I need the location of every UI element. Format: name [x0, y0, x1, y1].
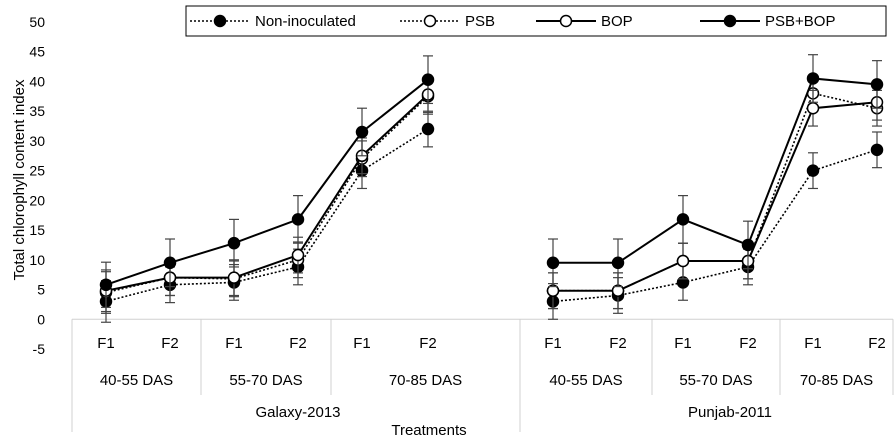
series-line [105, 95, 429, 294]
series-psb [546, 74, 884, 310]
x-group-label: 40-55 DAS [549, 372, 622, 389]
y-tick-label: 5 [37, 282, 45, 298]
data-point [676, 213, 690, 226]
legend-label: PSB+BOP [765, 13, 835, 30]
x-group-label: 55-70 DAS [679, 372, 752, 389]
series-psb-bop [546, 54, 884, 288]
data-point [741, 238, 755, 252]
legend-label: BOP [601, 13, 633, 30]
legend-marker [213, 14, 227, 28]
y-axis-title: Total chlorophyll content index [11, 79, 28, 280]
legend-marker [723, 14, 737, 28]
series-line [553, 77, 878, 264]
panel-label: Punjab-2011 [688, 404, 772, 421]
data-point [806, 164, 820, 177]
x-category-label: F1 [674, 335, 692, 352]
x-category-label: F2 [289, 335, 307, 352]
x-category-label: F2 [868, 335, 886, 352]
data-point [163, 256, 177, 270]
y-tick-label: 50 [29, 14, 45, 30]
data-point [806, 101, 820, 115]
series-line [552, 149, 878, 303]
data-point [291, 248, 305, 262]
x-category-label: F2 [609, 335, 627, 352]
x-category-label: F1 [225, 335, 243, 352]
data-point [291, 213, 305, 226]
x-category-label: F1 [353, 335, 371, 352]
y-tick-label: 0 [37, 311, 45, 327]
x-group-label: 40-55 DAS [100, 372, 173, 389]
legend-marker [559, 14, 573, 28]
series-line [105, 128, 429, 303]
x-axis-title: Treatments [391, 422, 466, 438]
series-line [105, 78, 429, 286]
series-line [105, 93, 429, 292]
y-tick-label: 10 [29, 252, 45, 268]
data-point [355, 125, 369, 139]
x-axis: F1 F2 F1 F2 F1 F2 40-55 DAS 55-70 DAS 70-85 DAS G… [71, 318, 894, 432]
legend-item: PSB+BOP [700, 13, 835, 30]
x-category-label: F1 [97, 335, 115, 352]
x-group-label: 55-70 DAS [229, 372, 302, 389]
data-point [870, 143, 884, 157]
legend-label: Non-inoculated [255, 13, 356, 30]
y-tick-label: 45 [29, 44, 45, 60]
y-tick-label: -5 [33, 341, 46, 357]
data-point [421, 73, 435, 86]
x-category-label: F2 [739, 335, 757, 352]
y-tick-label: 20 [29, 192, 45, 208]
y-tick-label: 30 [29, 133, 45, 149]
series-psb-bop [99, 55, 435, 308]
legend-item: PSB [400, 13, 495, 30]
x-category-label: F1 [544, 335, 562, 352]
legend: Non-inoculated PSB BOP PSB+BOP [185, 5, 887, 37]
y-tick-label: 35 [29, 103, 45, 119]
panel-label: Galaxy-2013 [255, 404, 340, 421]
data-point [99, 278, 113, 292]
data-point [611, 256, 625, 270]
data-point [870, 78, 884, 91]
data-point [227, 271, 241, 284]
series-bop [99, 76, 435, 313]
plot-area [99, 54, 884, 323]
x-category-label: F1 [804, 335, 822, 352]
series-non-inoculated [99, 110, 435, 323]
legend-label: PSB [465, 13, 495, 30]
legend-item: Non-inoculated [190, 13, 356, 30]
y-tick-label: 25 [29, 163, 45, 179]
x-group-label: 70-85 DAS [389, 372, 462, 389]
legend-item: BOP [536, 13, 633, 30]
data-point [676, 254, 690, 268]
series-line [553, 101, 878, 292]
x-category-label: F2 [419, 335, 437, 352]
data-point [806, 72, 820, 85]
x-group-label: 70-85 DAS [800, 372, 873, 389]
y-axis: -5 0 5 10 15 20 25 30 35 40 45 50 [29, 14, 45, 357]
data-point [546, 256, 560, 270]
data-point [421, 122, 435, 136]
y-tick-label: 40 [29, 73, 45, 89]
y-tick-label: 15 [29, 222, 45, 238]
legend-marker [423, 14, 437, 28]
data-point [227, 236, 241, 250]
x-category-label: F2 [161, 335, 179, 352]
